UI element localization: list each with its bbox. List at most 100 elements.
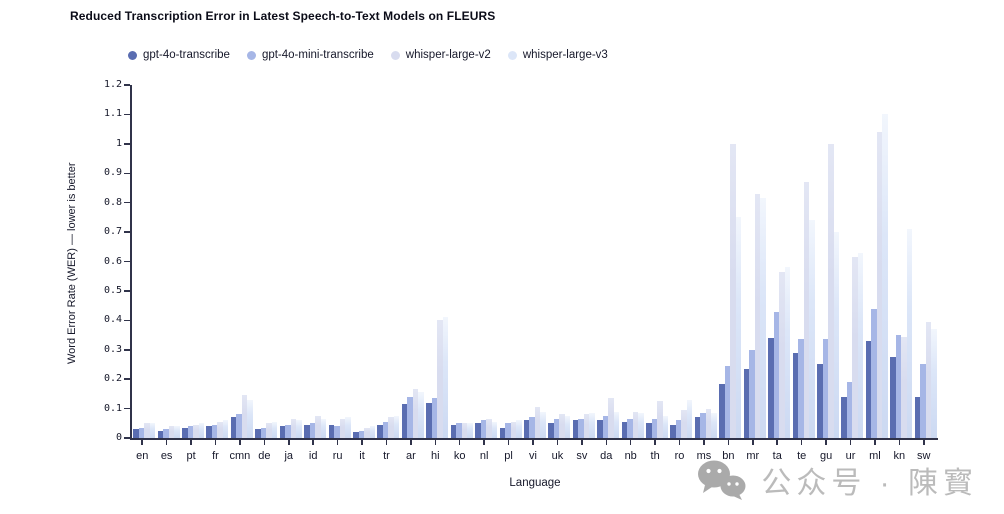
bar-gpt-4o-mini-transcribe-es	[163, 429, 169, 438]
bar-whisper-large-v2-gu	[828, 143, 834, 438]
bar-whisper-large-v3-fr	[222, 420, 229, 438]
y-tick-label: 0.2	[103, 373, 122, 385]
bar-gpt-4o-mini-transcribe-vi	[529, 417, 535, 438]
bar-gpt-4o-mini-transcribe-ko	[456, 423, 462, 438]
bar-group-sv	[572, 85, 596, 438]
x-tick-label-es: es	[160, 450, 173, 462]
bar-gpt-4o-transcribe-nl	[475, 423, 481, 438]
bar-group-te	[791, 85, 815, 438]
chart-title: Reduced Transcription Error in Latest Sp…	[70, 9, 496, 23]
bar-whisper-large-v2-fr	[217, 421, 223, 438]
y-axis-title: Word Error Rate (WER) — lower is better	[66, 162, 78, 364]
bar-group-uk	[547, 85, 571, 438]
x-tick-mark	[874, 440, 876, 445]
x-tick-label-cmn: cmn	[229, 450, 251, 462]
bar-whisper-large-v3-ms	[711, 413, 717, 438]
bar-group-ru	[327, 85, 351, 438]
bar-whisper-large-v3-cmn	[247, 399, 253, 438]
x-tick-mark	[214, 440, 217, 445]
legend-swatch-whisper-large-v2	[390, 50, 400, 60]
bar-whisper-large-v3-vi	[540, 411, 546, 438]
bar-gpt-4o-mini-transcribe-ro	[675, 420, 682, 438]
bar-group-cmn	[230, 85, 254, 438]
bar-gpt-4o-transcribe-ur	[841, 396, 847, 438]
bar-group-gu	[816, 85, 840, 438]
bar-whisper-large-v3-th	[662, 415, 669, 438]
bar-whisper-large-v2-de	[266, 423, 272, 438]
bar-gpt-4o-transcribe-ms	[694, 417, 701, 438]
y-tick-label: 0.9	[103, 167, 122, 179]
bar-gpt-4o-mini-transcribe-de	[260, 427, 267, 438]
bar-whisper-large-v2-pl	[510, 421, 517, 438]
bar-group-ko	[449, 85, 473, 438]
bar-whisper-large-v2-tr	[388, 417, 394, 438]
bar-whisper-large-v3-en	[149, 423, 156, 438]
bar-whisper-large-v3-de	[271, 421, 278, 438]
bar-gpt-4o-mini-transcribe-cmn	[236, 414, 242, 438]
y-tick-label: 1.1	[103, 108, 122, 120]
y-tick-label: 1	[115, 137, 122, 149]
y-tick-mark	[124, 407, 130, 410]
watermark: 公众号 · 陳寳	[695, 458, 978, 502]
bar-whisper-large-v2-hi	[437, 320, 443, 438]
y-tick-label: 0.6	[103, 255, 122, 267]
bar-group-en	[132, 85, 156, 438]
bar-whisper-large-v3-bn	[735, 217, 742, 438]
legend-label: whisper-large-v2	[405, 49, 491, 61]
x-tick-mark	[507, 440, 510, 445]
bar-group-tr	[376, 85, 400, 438]
x-tick-mark	[458, 440, 461, 445]
bar-gpt-4o-transcribe-ml	[865, 340, 872, 438]
bar-whisper-large-v3-da	[613, 411, 620, 438]
bar-whisper-large-v3-kn	[906, 229, 913, 438]
x-tick-mark	[629, 440, 632, 445]
y-tick-label: 0.4	[103, 314, 122, 326]
bar-whisper-large-v2-ur	[852, 257, 858, 438]
bar-whisper-large-v3-hi	[442, 317, 449, 438]
bar-whisper-large-v3-ru	[345, 417, 351, 438]
bar-whisper-large-v3-ta	[784, 267, 791, 438]
y-tick-mark	[124, 231, 130, 233]
bar-group-ar	[401, 85, 425, 438]
x-tick-mark	[849, 440, 852, 445]
bar-whisper-large-v3-it	[369, 426, 375, 438]
bar-gpt-4o-mini-transcribe-gu	[822, 339, 829, 438]
bar-gpt-4o-transcribe-ru	[328, 424, 335, 438]
bar-whisper-large-v2-da	[608, 398, 614, 438]
bar-group-vi	[523, 85, 547, 438]
bar-gpt-4o-mini-transcribe-it	[358, 430, 364, 438]
bar-whisper-large-v3-ml	[882, 114, 888, 438]
bar-gpt-4o-transcribe-ja	[279, 426, 286, 438]
x-tick-mark	[776, 440, 778, 445]
bar-group-ms	[694, 85, 718, 438]
bar-whisper-large-v3-ro	[686, 399, 693, 438]
bar-whisper-large-v2-cmn	[241, 395, 248, 438]
bar-group-hi	[425, 85, 449, 438]
x-tick-label-de: de	[258, 450, 271, 462]
x-tick-label-ja: ja	[284, 450, 294, 462]
legend-swatch-gpt-4o-mini-transcribe	[246, 50, 256, 60]
bar-whisper-large-v2-es	[168, 426, 175, 438]
bar-gpt-4o-transcribe-pt	[182, 427, 188, 438]
x-tick-mark	[434, 440, 437, 445]
x-tick-label-ar: ar	[405, 450, 416, 462]
bar-group-ur	[840, 85, 864, 438]
legend: gpt-4o-transcribe gpt-4o-mini-transcribe…	[128, 49, 608, 61]
y-tick-mark	[124, 378, 130, 380]
bar-whisper-large-v3-nl	[491, 421, 498, 438]
bar-gpt-4o-mini-transcribe-ur	[846, 382, 853, 438]
x-tick-mark	[165, 440, 168, 445]
bar-groups	[132, 85, 938, 438]
bar-whisper-large-v3-mr	[760, 198, 766, 438]
bar-gpt-4o-mini-transcribe-nl	[480, 420, 487, 438]
bar-whisper-large-v2-id	[315, 415, 321, 438]
bar-gpt-4o-transcribe-sv	[572, 420, 579, 438]
x-tick-mark	[239, 440, 241, 445]
bar-gpt-4o-transcribe-uk	[548, 423, 554, 438]
bar-gpt-4o-mini-transcribe-hi	[431, 398, 438, 438]
x-axis-title: Language	[509, 477, 561, 489]
x-tick-label-ru: ru	[332, 450, 343, 462]
bar-gpt-4o-mini-transcribe-ms	[700, 413, 706, 438]
y-tick-mark	[124, 172, 130, 174]
bar-gpt-4o-transcribe-hi	[426, 402, 432, 438]
